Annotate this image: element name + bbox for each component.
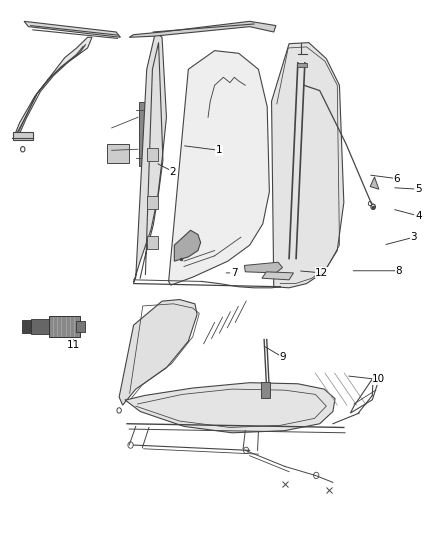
Polygon shape: [147, 236, 158, 249]
Text: 10: 10: [372, 375, 385, 384]
Polygon shape: [244, 262, 283, 273]
Text: 9: 9: [279, 352, 286, 362]
Polygon shape: [107, 144, 129, 163]
Text: 2: 2: [170, 167, 177, 176]
Text: 7: 7: [231, 268, 238, 278]
Polygon shape: [174, 230, 201, 261]
Polygon shape: [49, 316, 80, 337]
Text: 1: 1: [215, 146, 223, 155]
Polygon shape: [272, 43, 344, 288]
Text: 5: 5: [415, 184, 422, 194]
Polygon shape: [22, 320, 31, 333]
Polygon shape: [134, 32, 166, 282]
Text: 4: 4: [415, 211, 422, 221]
Text: 11: 11: [67, 341, 80, 350]
Polygon shape: [262, 272, 293, 280]
Polygon shape: [125, 383, 335, 433]
Text: 6: 6: [393, 174, 400, 183]
Polygon shape: [169, 51, 269, 285]
Polygon shape: [370, 177, 379, 189]
Polygon shape: [147, 148, 158, 161]
Polygon shape: [297, 63, 307, 67]
Polygon shape: [24, 21, 120, 37]
Text: 3: 3: [410, 232, 417, 242]
Text: 8: 8: [395, 266, 402, 276]
Polygon shape: [76, 321, 85, 332]
Polygon shape: [139, 102, 159, 166]
Polygon shape: [31, 319, 49, 334]
Polygon shape: [13, 37, 92, 139]
Polygon shape: [145, 113, 153, 156]
Text: 12: 12: [315, 268, 328, 278]
Polygon shape: [129, 21, 276, 37]
Polygon shape: [119, 300, 197, 405]
Polygon shape: [13, 132, 33, 140]
Polygon shape: [147, 196, 158, 209]
Polygon shape: [261, 382, 270, 398]
